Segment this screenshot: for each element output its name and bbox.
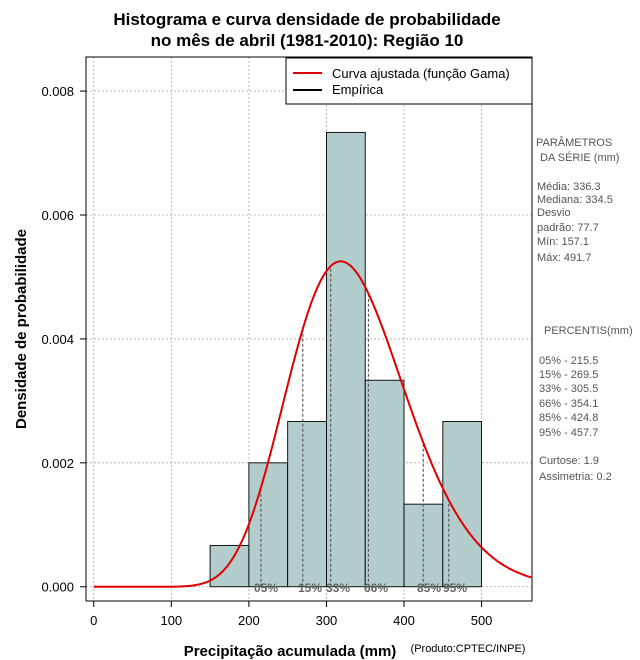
stat-line: Máx: 491.7 (537, 252, 591, 264)
histogram-bar (209, 544, 250, 588)
y-tick-label: 0.006 (41, 208, 74, 223)
histogram-bar (364, 379, 405, 588)
percentil-line: 66% - 354.1 (539, 398, 598, 410)
chart-title-line-2: no mês de abril (1981-2010): Região 10 (151, 31, 464, 50)
stat-line: Média: 336.3 (537, 181, 601, 193)
y-tick-label: 0.008 (41, 84, 74, 99)
percentile-label: 95% (443, 581, 467, 595)
percentil-line: 33% - 305.5 (539, 383, 598, 395)
shape-line: Assimetria: 0.2 (539, 471, 612, 483)
legend-gamma-label: Curva ajustada (função Gama) (332, 66, 510, 81)
x-axis-title: Precipitação acumulada (mm) (184, 643, 397, 660)
x-tick-label: 0 (90, 613, 97, 628)
params-title-2: DA SÉRIE (mm) (540, 151, 619, 164)
percentil-line: 95% - 457.7 (539, 427, 598, 439)
chart-title-line-1: Histograma e curva densidade de probabil… (113, 10, 500, 29)
percentile-label: 05% (254, 581, 278, 595)
percentil-line: 85% - 424.8 (539, 412, 598, 424)
x-tick-label: 500 (471, 613, 493, 628)
plot-frame (85, 56, 533, 602)
side-panel: PARÂMETROS DA SÉRIE (mm) Média: 336.3 Me… (536, 136, 633, 483)
x-tick-label: 400 (393, 613, 415, 628)
legend-box (285, 57, 533, 105)
histogram-bar (326, 131, 366, 588)
gamma-density-curve (93, 260, 532, 588)
histogram-bar (287, 421, 327, 588)
percentile-label: 66% (364, 581, 388, 595)
gamma-curve-layer (93, 260, 532, 588)
percentile-label: 15% (298, 581, 322, 595)
percentile-lines: 05% 15% 33% 66% 85% 95% (254, 266, 467, 595)
y-axis-title: Densidade de probabilidade (13, 229, 30, 429)
axes: 0 100 200 300 400 500 0.000 0.002 0.004 0.006 0.00… (41, 84, 492, 628)
x-tick-label: 100 (160, 613, 182, 628)
params-title-1: PARÂMETROS (536, 136, 612, 149)
percentil-line: 15% - 269.5 (539, 369, 598, 381)
y-tick-label: 0.004 (41, 332, 74, 347)
x-tick-label: 200 (238, 613, 260, 628)
y-tick-label: 0.002 (41, 456, 74, 471)
histogram-bar (248, 462, 289, 588)
product-credit: (Produto:CPTEC/INPE) (411, 643, 526, 655)
y-tick-label: 0.000 (41, 580, 74, 595)
percentile-label: 85% (417, 581, 441, 595)
shape-line: Curtose: 1.9 (539, 455, 599, 467)
percentil-line: 05% - 215.5 (539, 355, 598, 367)
legend: Curva ajustada (função Gama) Empírica (285, 57, 533, 105)
stat-line: Mín: 157.1 (537, 236, 589, 248)
stat-line: Desvio (537, 207, 571, 219)
percentis-title: PERCENTIS(mm) (544, 325, 633, 337)
x-tick-label: 300 (316, 613, 338, 628)
stat-line: padrão: 77.7 (537, 222, 599, 234)
legend-empirical-label: Empírica (332, 82, 384, 97)
percentile-label: 33% (326, 581, 350, 595)
stat-line: Mediana: 334.5 (537, 194, 613, 206)
